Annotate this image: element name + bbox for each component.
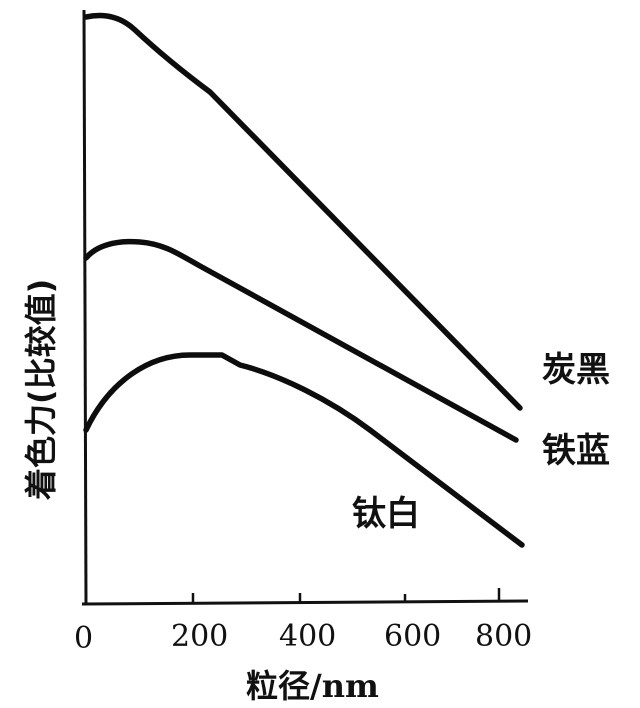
series-label-titanium-white: 钛白 [352, 494, 420, 534]
x-tick-label-400: 400 [279, 619, 336, 654]
x-tick-label-0: 0 [74, 621, 93, 656]
series-label-iron-blue: 铁蓝 [542, 431, 610, 471]
y-axis [82, 9, 88, 606]
x-tick-label-600: 600 [384, 619, 441, 654]
x-tick-label-200: 200 [171, 619, 228, 654]
x-axis-title-unit: /nm [310, 667, 379, 705]
x-axis-title: 粒径/nm [246, 667, 379, 705]
series-label-carbon-black: 炭黑 [542, 350, 610, 390]
curve-carbon-black [83, 12, 523, 411]
x-tick-label-800: 800 [475, 619, 532, 654]
curve-iron-blue [83, 238, 519, 443]
x-axis-title-cn: 粒径 [246, 667, 310, 705]
y-axis-title: 着色力(比较值) [22, 279, 60, 501]
x-axis [81, 599, 529, 606]
curve-titanium-white [83, 352, 525, 548]
